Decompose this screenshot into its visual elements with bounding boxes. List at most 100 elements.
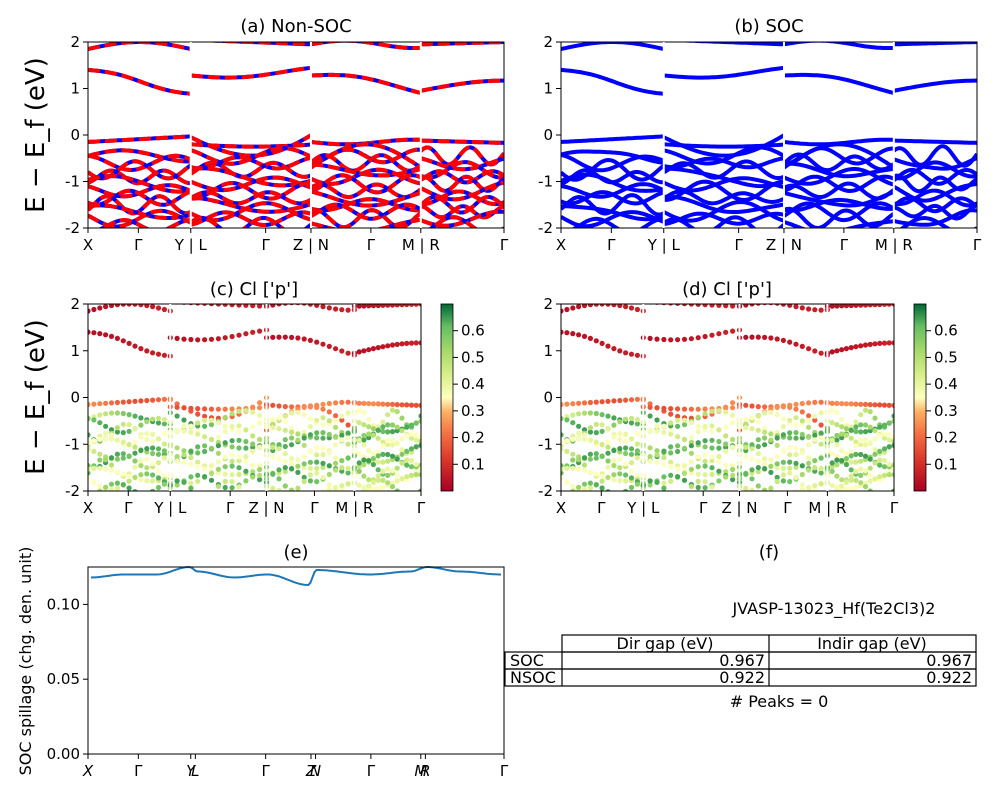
projection-point bbox=[222, 423, 228, 429]
projection-point bbox=[749, 476, 755, 482]
projection-point bbox=[339, 465, 345, 471]
projection-point bbox=[787, 452, 793, 458]
band-line-blue bbox=[662, 189, 785, 206]
projection-point bbox=[872, 451, 878, 457]
projection-point bbox=[257, 328, 263, 334]
projection-point bbox=[730, 436, 736, 443]
band-line-blue bbox=[893, 188, 977, 208]
projection-point bbox=[668, 406, 674, 412]
y-tick-label: -1 bbox=[65, 435, 80, 453]
projection-point bbox=[320, 464, 326, 470]
projection-point bbox=[88, 440, 91, 446]
projection-point bbox=[120, 430, 126, 436]
projection-point bbox=[282, 465, 288, 471]
projection-point bbox=[743, 421, 749, 427]
projection-point bbox=[628, 436, 635, 442]
projection-point bbox=[103, 457, 109, 463]
projection-point bbox=[97, 457, 103, 463]
projection-point bbox=[103, 423, 109, 429]
projection-point bbox=[634, 448, 641, 454]
projection-point bbox=[611, 458, 617, 464]
projection-point bbox=[108, 481, 115, 487]
projection-point bbox=[628, 451, 635, 457]
projection-point bbox=[787, 430, 793, 436]
projection-point bbox=[587, 399, 594, 406]
projection-point bbox=[695, 454, 701, 460]
x-tick-label: Y | L bbox=[626, 499, 660, 517]
projection-point bbox=[326, 343, 332, 349]
projection-point bbox=[181, 428, 187, 434]
projection-point bbox=[654, 479, 660, 485]
band-line-red bbox=[88, 188, 192, 207]
projection-point bbox=[326, 418, 332, 424]
projection-point bbox=[138, 447, 144, 454]
projection-point bbox=[188, 405, 194, 411]
projection-point bbox=[361, 400, 367, 406]
projection-point bbox=[394, 424, 400, 430]
projection-point bbox=[818, 399, 824, 405]
band-line-blue bbox=[893, 138, 977, 145]
x-tick-label: Γ bbox=[310, 499, 319, 517]
projection-point bbox=[413, 437, 419, 443]
projection-point bbox=[370, 456, 376, 462]
projection-point bbox=[326, 431, 332, 437]
projection-point bbox=[668, 337, 674, 343]
projection-point bbox=[161, 396, 167, 402]
projection-point bbox=[88, 466, 91, 472]
panel-d-colorbar-ticks: 0.1 0.2 0.3 0.4 0.5 0.6 bbox=[926, 322, 958, 473]
projection-point bbox=[628, 484, 635, 491]
projection-point bbox=[88, 446, 91, 452]
projection-point bbox=[843, 456, 850, 462]
projection-point bbox=[202, 413, 208, 419]
projection-point bbox=[161, 481, 167, 487]
projection-point bbox=[762, 466, 768, 472]
projection-point bbox=[564, 330, 570, 336]
projection-point bbox=[188, 448, 194, 454]
projection-point bbox=[743, 334, 749, 340]
projection-point bbox=[236, 423, 242, 429]
band-line-red bbox=[310, 189, 422, 208]
projection-point bbox=[702, 423, 708, 430]
band-line-red bbox=[309, 153, 423, 173]
projection-point bbox=[250, 424, 256, 430]
projection-point bbox=[634, 352, 641, 358]
projection-point bbox=[202, 474, 208, 480]
projection-point bbox=[799, 450, 805, 456]
projection-point bbox=[688, 483, 695, 489]
projection-point bbox=[314, 430, 320, 436]
projection-point bbox=[385, 304, 391, 308]
projection-point bbox=[385, 472, 391, 478]
projection-point bbox=[681, 406, 688, 412]
projection-point bbox=[564, 465, 570, 471]
projection-point bbox=[385, 480, 391, 486]
projection-point bbox=[862, 422, 869, 428]
projection-point bbox=[270, 304, 276, 308]
projection-point bbox=[611, 415, 617, 421]
projection-point bbox=[295, 431, 301, 437]
projection-point bbox=[561, 446, 564, 452]
projection-point bbox=[380, 451, 386, 457]
projection-point bbox=[108, 436, 115, 442]
projection-point bbox=[829, 400, 835, 406]
projection-point bbox=[881, 402, 888, 408]
projection-point bbox=[628, 468, 635, 474]
panel-d-points bbox=[561, 304, 894, 491]
projection-point bbox=[88, 401, 91, 408]
projection-point bbox=[114, 451, 120, 457]
projection-point bbox=[668, 444, 674, 450]
projection-point bbox=[289, 334, 295, 340]
projection-point bbox=[155, 451, 162, 457]
projection-point bbox=[611, 477, 617, 483]
projection-point bbox=[144, 456, 150, 462]
projection-point bbox=[144, 397, 150, 404]
projection-point bbox=[301, 465, 307, 471]
projection-point bbox=[270, 444, 276, 450]
projection-point bbox=[787, 445, 793, 451]
y-tick-label: 1 bbox=[70, 342, 80, 360]
projection-point bbox=[858, 343, 864, 349]
projection-point bbox=[576, 430, 582, 436]
projection-point bbox=[611, 472, 617, 478]
projection-point bbox=[114, 485, 120, 491]
projection-point bbox=[161, 352, 167, 358]
projection-point bbox=[848, 401, 854, 407]
